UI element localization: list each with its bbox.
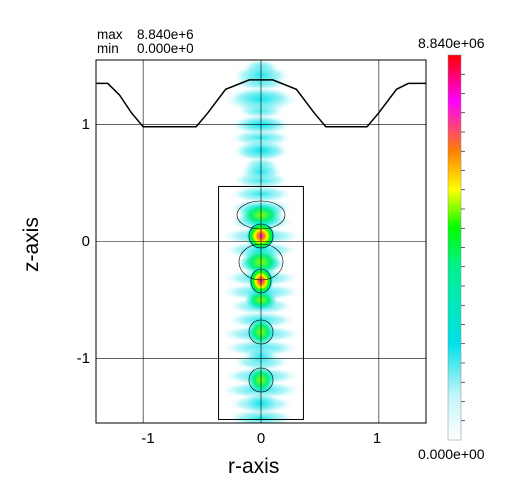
colorbar-min-label: 0.000e+00 [418, 446, 485, 462]
boundary-line [96, 79, 426, 128]
grid-lines [96, 60, 426, 423]
x-tick-label: -1 [141, 430, 155, 447]
min-stat-value: 0.000e+0 [137, 41, 194, 56]
colorbar-max-label: 8.840e+06 [418, 35, 485, 51]
y-tick-label: 1 [81, 116, 90, 133]
max-stat-label: max [97, 27, 123, 42]
y-tick-label: -1 [76, 350, 90, 367]
boundary-profile [96, 79, 426, 420]
field-heatmap [219, 60, 303, 423]
max-stat: max 8.840e+6 [97, 28, 194, 42]
y-axis-title: z-axis [20, 217, 43, 272]
min-stat: min 0.000e+0 [97, 42, 194, 56]
x-tick-label: 1 [372, 430, 382, 447]
x-tick-label: 0 [256, 430, 266, 447]
colorbar-ticks [461, 73, 465, 422]
plot-frame [95, 59, 427, 424]
colorbar [447, 54, 462, 441]
x-axis-title: r-axis [228, 455, 280, 478]
max-stat-value: 8.840e+6 [137, 27, 194, 42]
y-tick-label: 0 [81, 233, 90, 250]
inner-region-box [218, 185, 304, 420]
min-stat-label: min [97, 41, 119, 56]
